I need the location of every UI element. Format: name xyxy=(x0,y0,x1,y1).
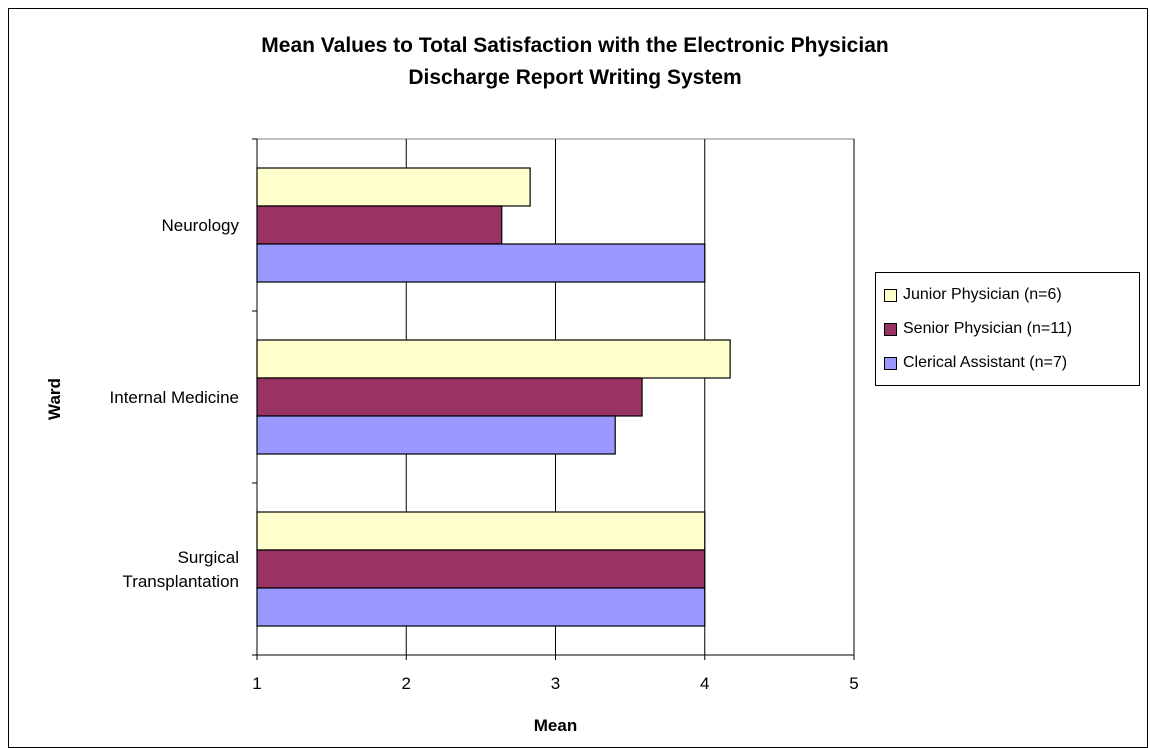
legend-item-clerical: Clerical Assistant (n=7) xyxy=(884,353,1067,373)
chart-title: Mean Values to Total Satisfaction with t… xyxy=(261,34,889,89)
bar xyxy=(256,243,706,283)
x-tick-label: 1 xyxy=(252,674,261,693)
y-axis-title: Ward xyxy=(45,378,64,420)
legend-swatch-senior xyxy=(884,322,897,336)
legend-swatch-junior xyxy=(884,288,897,302)
bar xyxy=(256,377,643,417)
bar xyxy=(256,339,731,379)
legend-label-junior: Junior Physician (n=6) xyxy=(903,286,1062,303)
bar xyxy=(256,549,706,589)
category-label: Internal Medicine xyxy=(110,388,239,407)
legend: Junior Physician (n=6) Senior Physician … xyxy=(875,272,1140,386)
legend-item-senior: Senior Physician (n=11) xyxy=(884,319,1072,339)
x-tick-label: 4 xyxy=(700,674,709,693)
bar xyxy=(256,415,616,455)
x-tick-label: 3 xyxy=(551,674,560,693)
x-tick-label: 2 xyxy=(402,674,411,693)
bar xyxy=(256,205,503,245)
bar xyxy=(256,587,706,627)
category-label: Surgical xyxy=(178,548,239,567)
x-axis-title: Mean xyxy=(534,716,577,735)
x-tick-label: 5 xyxy=(849,674,858,693)
legend-swatch-clerical xyxy=(884,356,897,370)
bar xyxy=(256,511,706,551)
category-label: Neurology xyxy=(162,216,240,235)
legend-item-junior: Junior Physician (n=6) xyxy=(884,285,1062,305)
bar xyxy=(256,167,531,207)
legend-label-clerical: Clerical Assistant (n=7) xyxy=(903,354,1068,371)
category-label: Transplantation xyxy=(122,572,239,591)
legend-label-senior: Senior Physician (n=11) xyxy=(903,320,1073,337)
